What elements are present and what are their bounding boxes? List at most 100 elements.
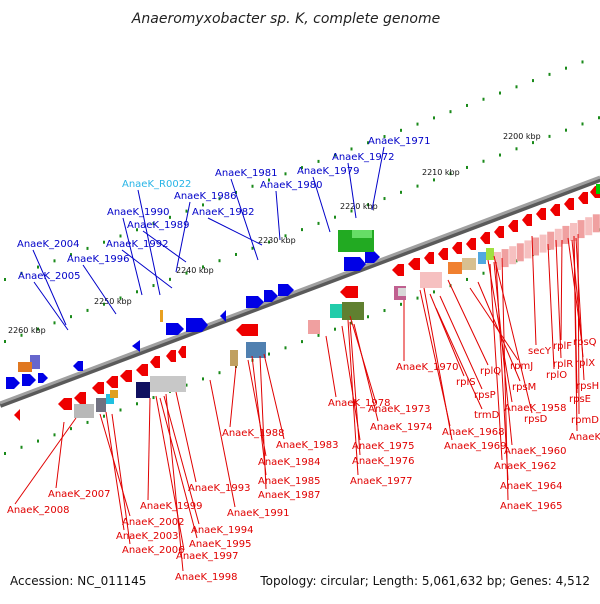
gene-label: rpsP [474,390,496,401]
gene-label: rpsQ [573,337,597,348]
tick-dot [86,420,89,424]
gene-label: AnaeK_R0022 [122,179,191,190]
gene-label: AnaeK_2003 [116,531,178,542]
gene-label: rpsE [569,394,591,405]
label-leader-line [165,393,184,572]
gene-label: rplQ [480,366,501,377]
tick-dot [515,259,518,263]
label-leader-line [207,217,263,246]
tick-dot [20,333,23,337]
rp-gene-block [532,237,539,256]
tick-dot [4,277,6,281]
tick-dot [202,377,204,381]
reverse-gene-arrow [14,409,20,421]
gene-label: rpsH [576,381,599,392]
tick-dot [53,321,56,325]
gene-track [6,184,600,421]
rp-gene-block [494,252,501,270]
rp-gene-block [516,243,524,262]
kbp-tick-label: 2250 kbp [94,297,132,306]
tick-dot [37,327,39,331]
tick-dot [268,240,270,244]
gene-label: AnaeK_1977 [350,476,412,487]
tick-dot [350,147,353,151]
reverse-gene-arrow [178,346,186,358]
gene-label: AnaeK_1992 [106,239,168,250]
gene-feature [486,248,494,260]
label-leader-line [175,201,191,273]
gene-label: AnaeK_1994 [191,525,253,536]
label-leader-line [111,413,131,545]
label-leader-line [32,249,67,326]
label-leader-line [159,397,198,539]
gene-label: AnaeK_1985 [258,476,320,487]
gene-label: AnaeK_1988 [222,428,284,439]
tick-dot [400,302,402,306]
gene-feature [136,382,150,398]
tick-dot [70,253,72,257]
tick-dot [70,315,72,319]
tick-dot [103,414,105,418]
label-leader-line [325,335,337,398]
tick-dot [4,451,6,455]
rp-gene-block [501,249,509,268]
gene-feature [330,304,344,318]
gene-labels: AnaeK_1971 AnaeK_1972 AnaeK_1979 AnaeK_1981… [7,136,600,583]
label-leader-line [531,235,537,346]
gene-feature [448,262,462,274]
reverse-gene-arrow [536,208,546,220]
gene-label: AnaeK_1978 [328,398,390,409]
tick-dot [548,134,551,138]
kbp-tick-label: 2220 kbp [340,202,378,211]
tick-dot [598,116,600,120]
tick-dot [86,246,89,250]
reverse-gene-arrow [120,370,132,382]
tick-dot [433,116,435,120]
gene-label: AnaeK_1975 [352,441,414,452]
gene-label: rpsD [524,414,548,425]
label-leader-line [547,243,555,370]
label-leader-line [573,239,578,432]
label-leader-line [247,359,267,457]
tick-dot [383,309,386,313]
forward-gene-arrow [220,310,226,322]
gene-label: AnaeK_1991 [227,508,289,519]
reverse-gene-arrow [74,392,86,404]
rp-gene-block [524,240,532,259]
gene-label: AnaeK_1982 [192,207,254,218]
reverse-gene-arrow [73,361,83,371]
tick-dot [317,221,320,225]
label-leader-line [142,230,187,263]
tick-dot [317,159,320,163]
rna-feature-green [352,230,372,238]
tick-dot [433,290,435,294]
tick-dot [119,234,122,238]
label-leader-line [105,411,125,531]
tick-dot [301,340,303,344]
tick-dot [251,184,254,188]
gene-label: AnaeK_1971 [368,136,430,147]
kbp-tick-label: 2210 kbp [422,168,460,177]
tick-dot [416,184,419,188]
backbone-shadow [0,176,600,408]
reverse-gene-arrow [150,356,160,368]
gene-label: AnaeK_2008 [7,505,69,516]
tick-dot [499,91,501,95]
reverse-gene-arrow [392,264,404,276]
gene-label: AnaeK_1993 [188,483,250,494]
reverse-gene-arrow [494,226,504,238]
reverse-gene-arrow [452,242,462,254]
tick-dot [532,79,534,83]
gene-label: AnaeK_1983 [276,440,338,451]
tick-dot [350,209,353,213]
label-leader-line [575,237,585,381]
reverse-gene-arrow [92,382,104,394]
label-leader-line [477,281,521,382]
gene-label: AnaeK_1998 [175,572,237,583]
tick-dot [235,252,237,256]
tick-dot [383,197,386,201]
gene-label: rplO [546,370,567,381]
rp-gene-block [554,228,562,247]
reverse-gene-arrow [340,286,358,298]
